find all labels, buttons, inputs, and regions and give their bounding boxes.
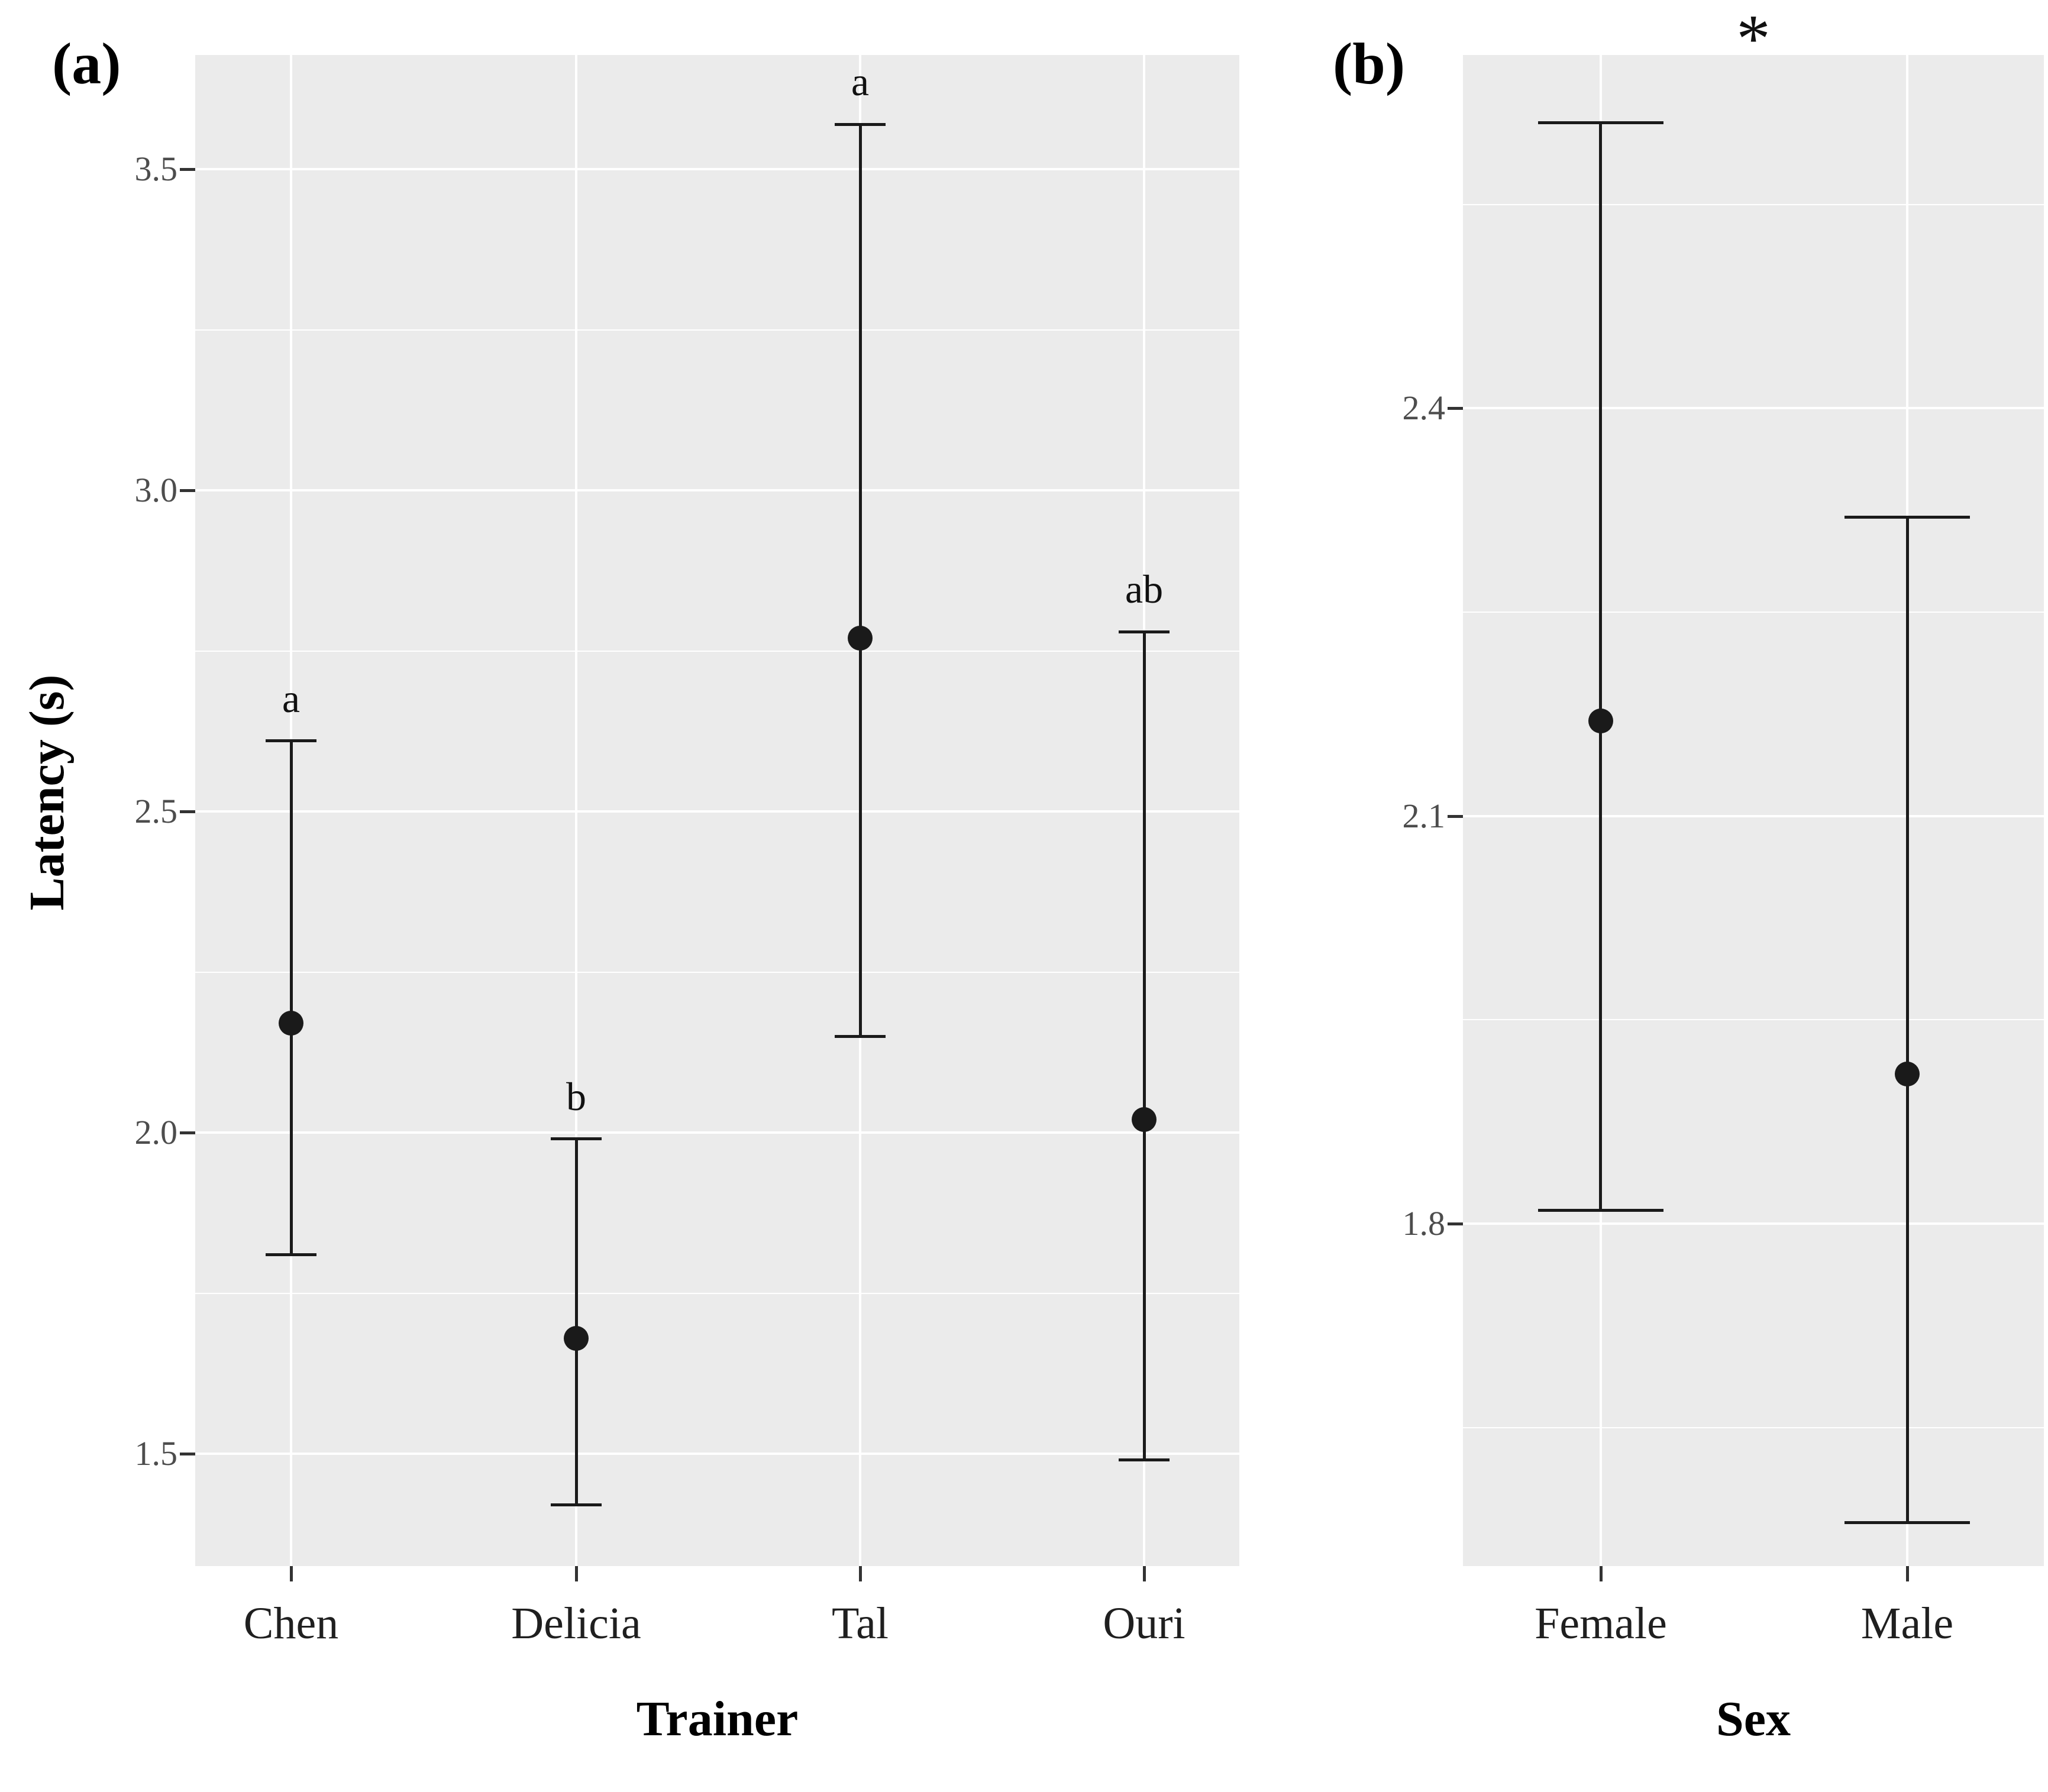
error-bar-stem-chen — [290, 741, 293, 1255]
error-bar-cap-bottom-tal — [835, 1035, 886, 1038]
y-tick-mark — [180, 1453, 195, 1455]
y-tick-mark — [180, 1131, 195, 1134]
gridline-vertical — [575, 55, 577, 1566]
gridline-minor — [195, 651, 1239, 652]
panel-b-background — [1463, 55, 2044, 1566]
x-tick-label-female: Female — [1535, 1599, 1667, 1648]
x-tick-mark — [575, 1566, 578, 1581]
sig-letter-chen: a — [282, 676, 301, 721]
error-bar-cap-bottom-delicia — [551, 1503, 602, 1506]
error-bar-cap-top-chen — [266, 739, 316, 742]
error-bar-cap-top-delicia — [551, 1137, 602, 1140]
gridline-major — [195, 1453, 1239, 1455]
y-tick-label: 3.5 — [134, 150, 178, 188]
gridline-major — [1463, 1222, 2044, 1225]
gridline-minor — [1463, 1427, 2044, 1428]
gridline-minor — [1463, 204, 2044, 205]
sig-letter-ouri: ab — [1125, 567, 1164, 612]
gridline-minor — [195, 972, 1239, 973]
error-bar-cap-bottom-male — [1845, 1521, 1970, 1524]
mean-point-ouri — [1132, 1107, 1157, 1132]
y-tick-label: 1.8 — [1402, 1204, 1446, 1243]
error-bar-stem-female — [1599, 123, 1602, 1210]
y-tick-mark — [180, 810, 195, 813]
y-tick-label: 2.1 — [1402, 797, 1446, 835]
x-tick-label-male: Male — [1860, 1599, 1954, 1648]
x-tick-label-tal: Tal — [832, 1599, 889, 1648]
x-tick-label-ouri: Ouri — [1103, 1599, 1185, 1648]
panel-b-tag: (b) — [1333, 31, 1406, 96]
gridline-minor — [1463, 612, 2044, 613]
x-tick-label-delicia: Delicia — [511, 1599, 641, 1648]
y-tick-label: 3.0 — [134, 471, 178, 509]
y-tick-mark — [1448, 815, 1463, 818]
x-tick-mark — [290, 1566, 293, 1581]
y-tick-mark — [1448, 407, 1463, 410]
error-bar-cap-bottom-chen — [266, 1253, 316, 1256]
y-tick-mark — [1448, 1222, 1463, 1225]
gridline-major — [195, 1131, 1239, 1134]
gridline-major — [195, 810, 1239, 813]
y-tick-label: 2.4 — [1402, 389, 1446, 427]
sig-letter-delicia: b — [566, 1074, 586, 1119]
error-bar-cap-top-male — [1845, 516, 1970, 519]
mean-point-tal — [848, 626, 873, 651]
mean-point-male — [1895, 1062, 1920, 1086]
gridline-minor — [195, 1293, 1239, 1294]
gridline-minor — [195, 329, 1239, 331]
x-tick-mark — [1600, 1566, 1603, 1581]
y-tick-label: 2.5 — [134, 792, 178, 830]
x-tick-mark — [1906, 1566, 1909, 1581]
error-bar-stem-male — [1906, 517, 1909, 1522]
error-bar-cap-top-tal — [835, 123, 886, 126]
mean-point-delicia — [564, 1326, 589, 1351]
error-bar-cap-bottom-ouri — [1119, 1458, 1170, 1461]
error-bar-cap-top-ouri — [1119, 630, 1170, 633]
x-tick-mark — [859, 1566, 862, 1581]
y-tick-label: 1.5 — [134, 1434, 178, 1473]
sig-letter-tal: a — [851, 59, 870, 104]
gridline-minor — [1463, 1019, 2044, 1020]
error-bar-cap-bottom-female — [1538, 1209, 1663, 1212]
y-tick-mark — [180, 489, 195, 492]
panel-a-tag: (a) — [52, 31, 121, 96]
gridline-major — [195, 489, 1239, 491]
error-bar-stem-tal — [859, 124, 862, 1036]
gridline-major — [1463, 815, 2044, 817]
x-axis-title-sex: Sex — [1716, 1691, 1791, 1746]
y-tick-mark — [180, 168, 195, 171]
error-bar-stem-ouri — [1143, 632, 1146, 1460]
gridline-major — [195, 168, 1239, 170]
mean-point-female — [1588, 709, 1613, 733]
y-tick-label: 2.0 — [134, 1113, 178, 1151]
gridline-major — [1463, 407, 2044, 409]
error-bar-cap-top-female — [1538, 121, 1663, 124]
mean-point-chen — [279, 1011, 303, 1036]
error-bar-stem-delicia — [575, 1139, 578, 1505]
x-tick-mark — [1143, 1566, 1146, 1581]
x-axis-title-trainer: Trainer — [636, 1691, 799, 1746]
x-tick-label-chen: Chen — [243, 1599, 339, 1648]
